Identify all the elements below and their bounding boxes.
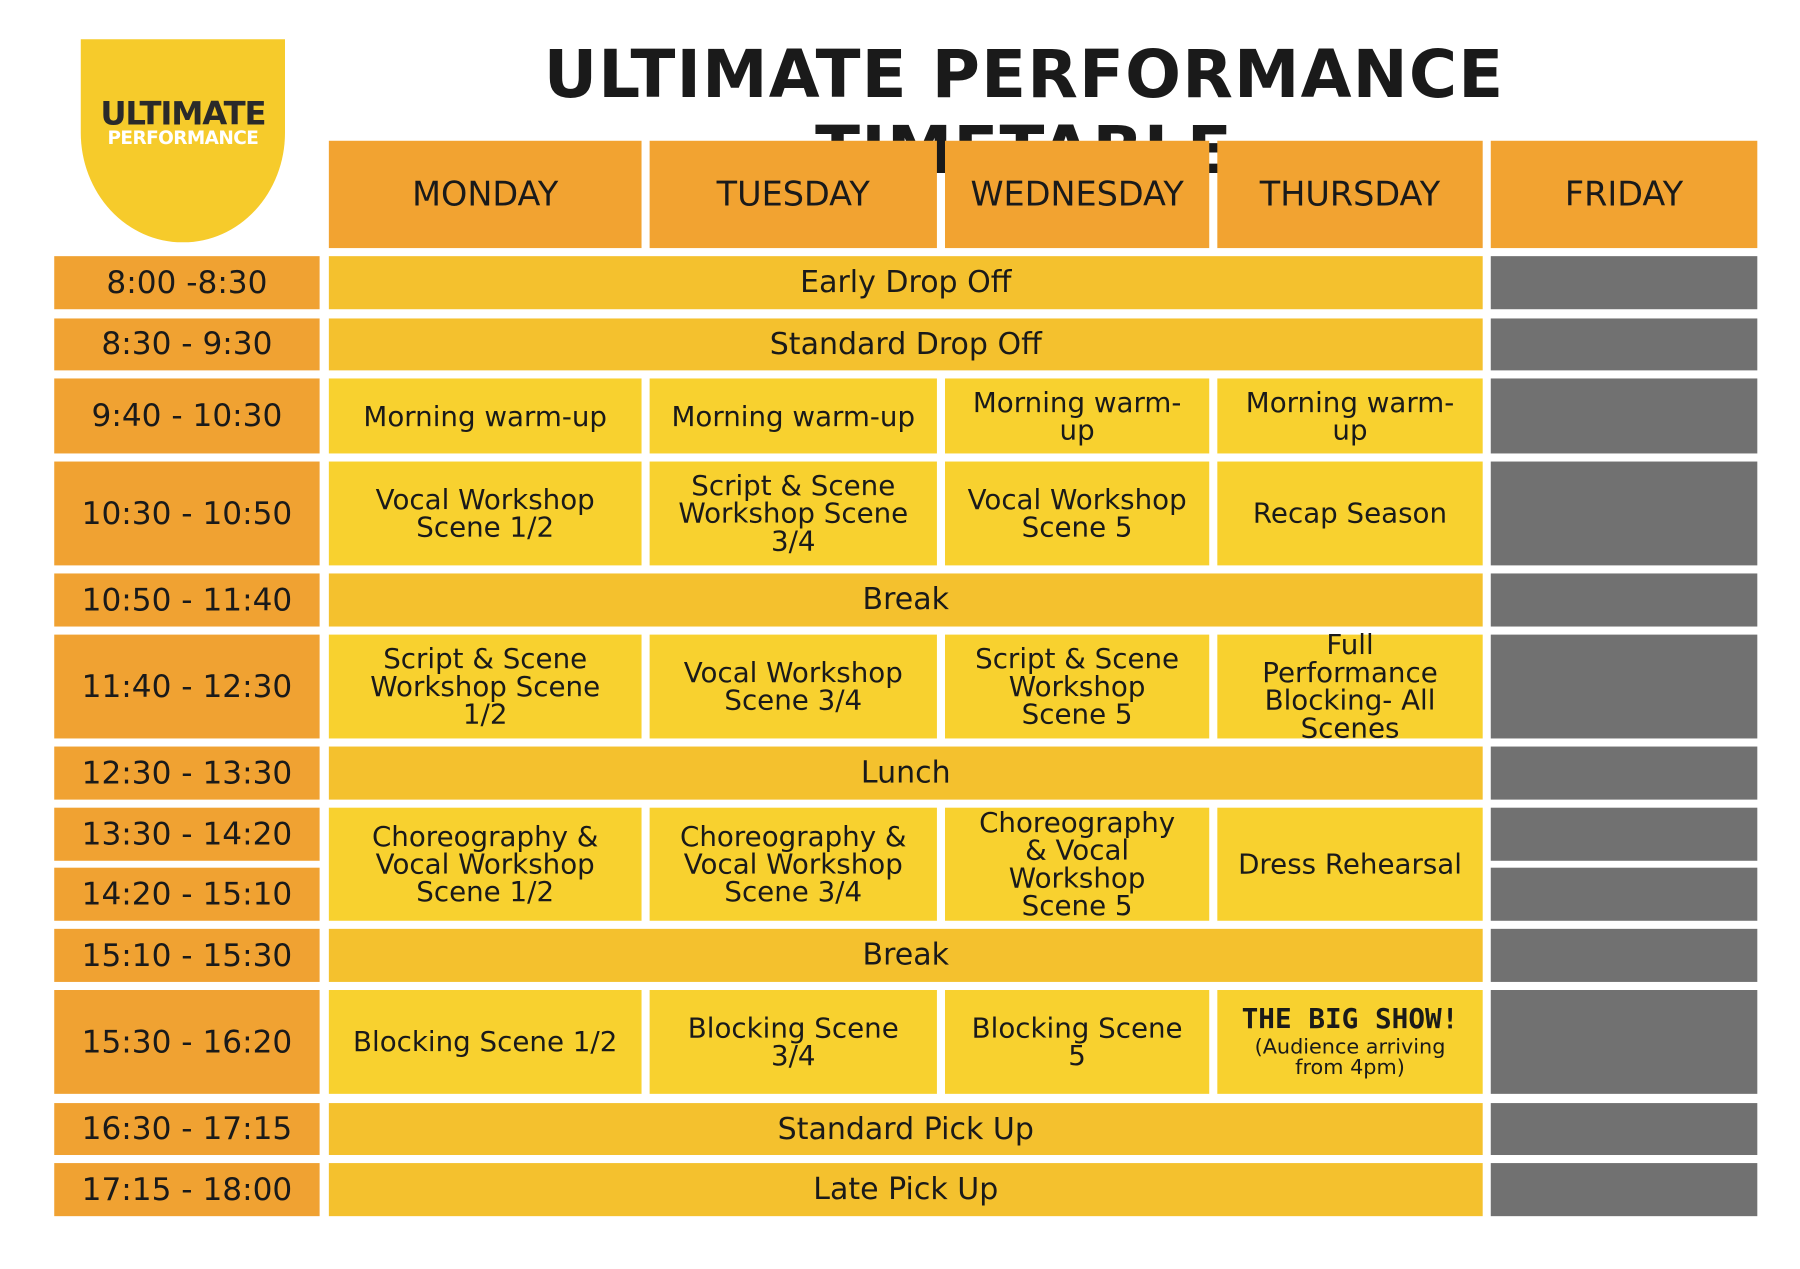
session: Full Performance Blocking- All Scenes xyxy=(1217,631,1483,742)
time-slot: 15:30 - 16:20 xyxy=(54,990,320,1094)
unavailable-cell xyxy=(1490,573,1758,627)
session: Dress Rehearsal xyxy=(1217,807,1483,921)
time-slot: 12:30 - 13:30 xyxy=(54,746,320,800)
session: Morning warm-up xyxy=(649,378,937,454)
time-slot: 16:30 - 17:15 xyxy=(54,1103,320,1156)
session-note: (Audience arriving from 4pm) xyxy=(1254,1035,1446,1081)
unavailable-cell xyxy=(1490,1103,1758,1156)
session: Blocking Scene 1/2 xyxy=(328,990,642,1094)
session: Morning warm-up xyxy=(945,378,1210,454)
session-title: THE BIG SHOW! xyxy=(1241,1002,1459,1036)
unavailable-cell xyxy=(1490,634,1758,739)
session: Recap Season xyxy=(1217,461,1483,566)
time-slot: 11:40 - 12:30 xyxy=(54,634,320,739)
session: Vocal Workshop Scene 5 xyxy=(945,461,1210,566)
session: Script & Scene Workshop Scene 1/2 xyxy=(328,634,642,739)
session: Morning warm-up xyxy=(1217,378,1483,454)
logo-line: ULTIMATE xyxy=(100,94,266,133)
all-week-activity: Early Drop Off xyxy=(328,256,1483,310)
all-week-activity: Standard Pick Up xyxy=(328,1103,1483,1156)
session: Choreography & Vocal Workshop Scene 5 xyxy=(945,807,1210,921)
session: THE BIG SHOW! (Audience arriving from 4pm… xyxy=(1217,990,1483,1094)
all-week-activity: Standard Drop Off xyxy=(328,318,1483,371)
time-slot: 15:10 - 15:30 xyxy=(54,928,320,982)
session: Morning warm-up xyxy=(328,378,642,454)
time-slot: 9:40 - 10:30 xyxy=(54,378,320,454)
unavailable-cell xyxy=(1490,318,1758,371)
time-slot: 13:30 - 14:20 xyxy=(54,807,320,861)
session: Vocal Workshop Scene 3/4 xyxy=(649,634,937,739)
session: Blocking Scene 5 xyxy=(945,990,1210,1094)
unavailable-cell xyxy=(1490,1163,1758,1217)
all-week-activity: Late Pick Up xyxy=(328,1163,1483,1217)
day-header: MONDAY xyxy=(328,140,642,249)
all-week-activity: Break xyxy=(328,573,1483,627)
day-header: WEDNESDAY xyxy=(945,140,1210,249)
unavailable-cell xyxy=(1490,746,1758,800)
unavailable-cell xyxy=(1490,807,1758,861)
session: Blocking Scene 3/4 xyxy=(649,990,937,1094)
unavailable-cell xyxy=(1490,378,1758,454)
session: Script & Scene Workshop Scene 5 xyxy=(945,634,1210,739)
logo-line: PERFORMANCE xyxy=(107,126,259,149)
unavailable-cell xyxy=(1490,867,1758,921)
all-week-activity: Break xyxy=(328,928,1483,982)
unavailable-cell xyxy=(1490,990,1758,1094)
day-header: FRIDAY xyxy=(1490,140,1758,249)
time-slot: 10:30 - 10:50 xyxy=(54,461,320,566)
day-header: THURSDAY xyxy=(1217,140,1483,249)
unavailable-cell xyxy=(1490,256,1758,310)
session: Script & Scene Workshop Scene 3/4 xyxy=(649,461,937,566)
logo: ULTIMATE PERFORMANCE xyxy=(80,39,286,243)
unavailable-cell xyxy=(1490,461,1758,566)
time-slot: 14:20 - 15:10 xyxy=(54,867,320,921)
session: Vocal Workshop Scene 1/2 xyxy=(328,461,642,566)
time-slot: 17:15 - 18:00 xyxy=(54,1163,320,1217)
all-week-activity: Lunch xyxy=(328,746,1483,800)
session: Choreography & Vocal Workshop Scene 3/4 xyxy=(649,807,937,921)
time-slot: 8:30 - 9:30 xyxy=(54,318,320,371)
session: Choreography & Vocal Workshop Scene 1/2 xyxy=(328,807,642,921)
unavailable-cell xyxy=(1490,928,1758,982)
day-header: TUESDAY xyxy=(649,140,937,249)
time-slot: 8:00 -8:30 xyxy=(54,256,320,310)
time-slot: 10:50 - 11:40 xyxy=(54,573,320,627)
